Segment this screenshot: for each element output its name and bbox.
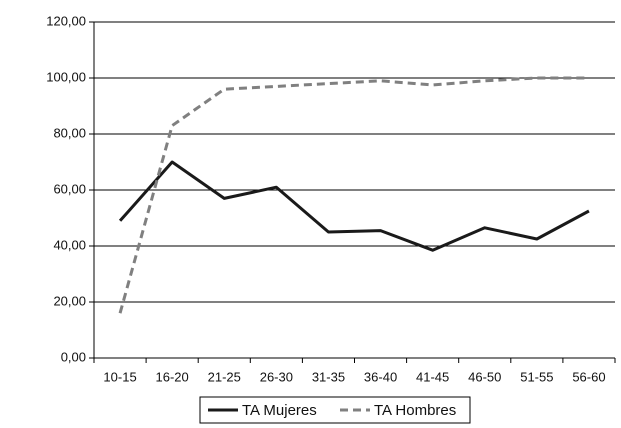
x-tick-label: 41-45 bbox=[416, 369, 449, 384]
y-tick-label: 40,00 bbox=[53, 237, 86, 252]
series-line bbox=[118, 160, 590, 252]
x-tick-label: 51-55 bbox=[520, 369, 553, 384]
y-tick-label: 60,00 bbox=[53, 181, 86, 196]
y-tick-label: 80,00 bbox=[53, 125, 86, 140]
x-tick-label: 10-15 bbox=[103, 369, 136, 384]
x-tick-label: 16-20 bbox=[156, 369, 189, 384]
x-tick-label: 36-40 bbox=[364, 369, 397, 384]
x-tick-label: 46-50 bbox=[468, 369, 501, 384]
legend-box bbox=[199, 396, 471, 424]
y-tick-label: 0,00 bbox=[61, 349, 86, 364]
x-tick-label: 56-60 bbox=[572, 369, 605, 384]
x-tick-label: 26-30 bbox=[260, 369, 293, 384]
y-tick-label: 100,00 bbox=[46, 69, 86, 84]
series-line bbox=[118, 76, 589, 314]
x-tick-label: 31-35 bbox=[312, 369, 345, 384]
legend-label: TA Mujeres bbox=[242, 402, 317, 419]
x-tick-label: 21-25 bbox=[208, 369, 241, 384]
legend-label: TA Hombres bbox=[374, 402, 456, 419]
y-tick-label: 20,00 bbox=[53, 293, 86, 308]
y-tick-label: 120,00 bbox=[46, 13, 86, 28]
